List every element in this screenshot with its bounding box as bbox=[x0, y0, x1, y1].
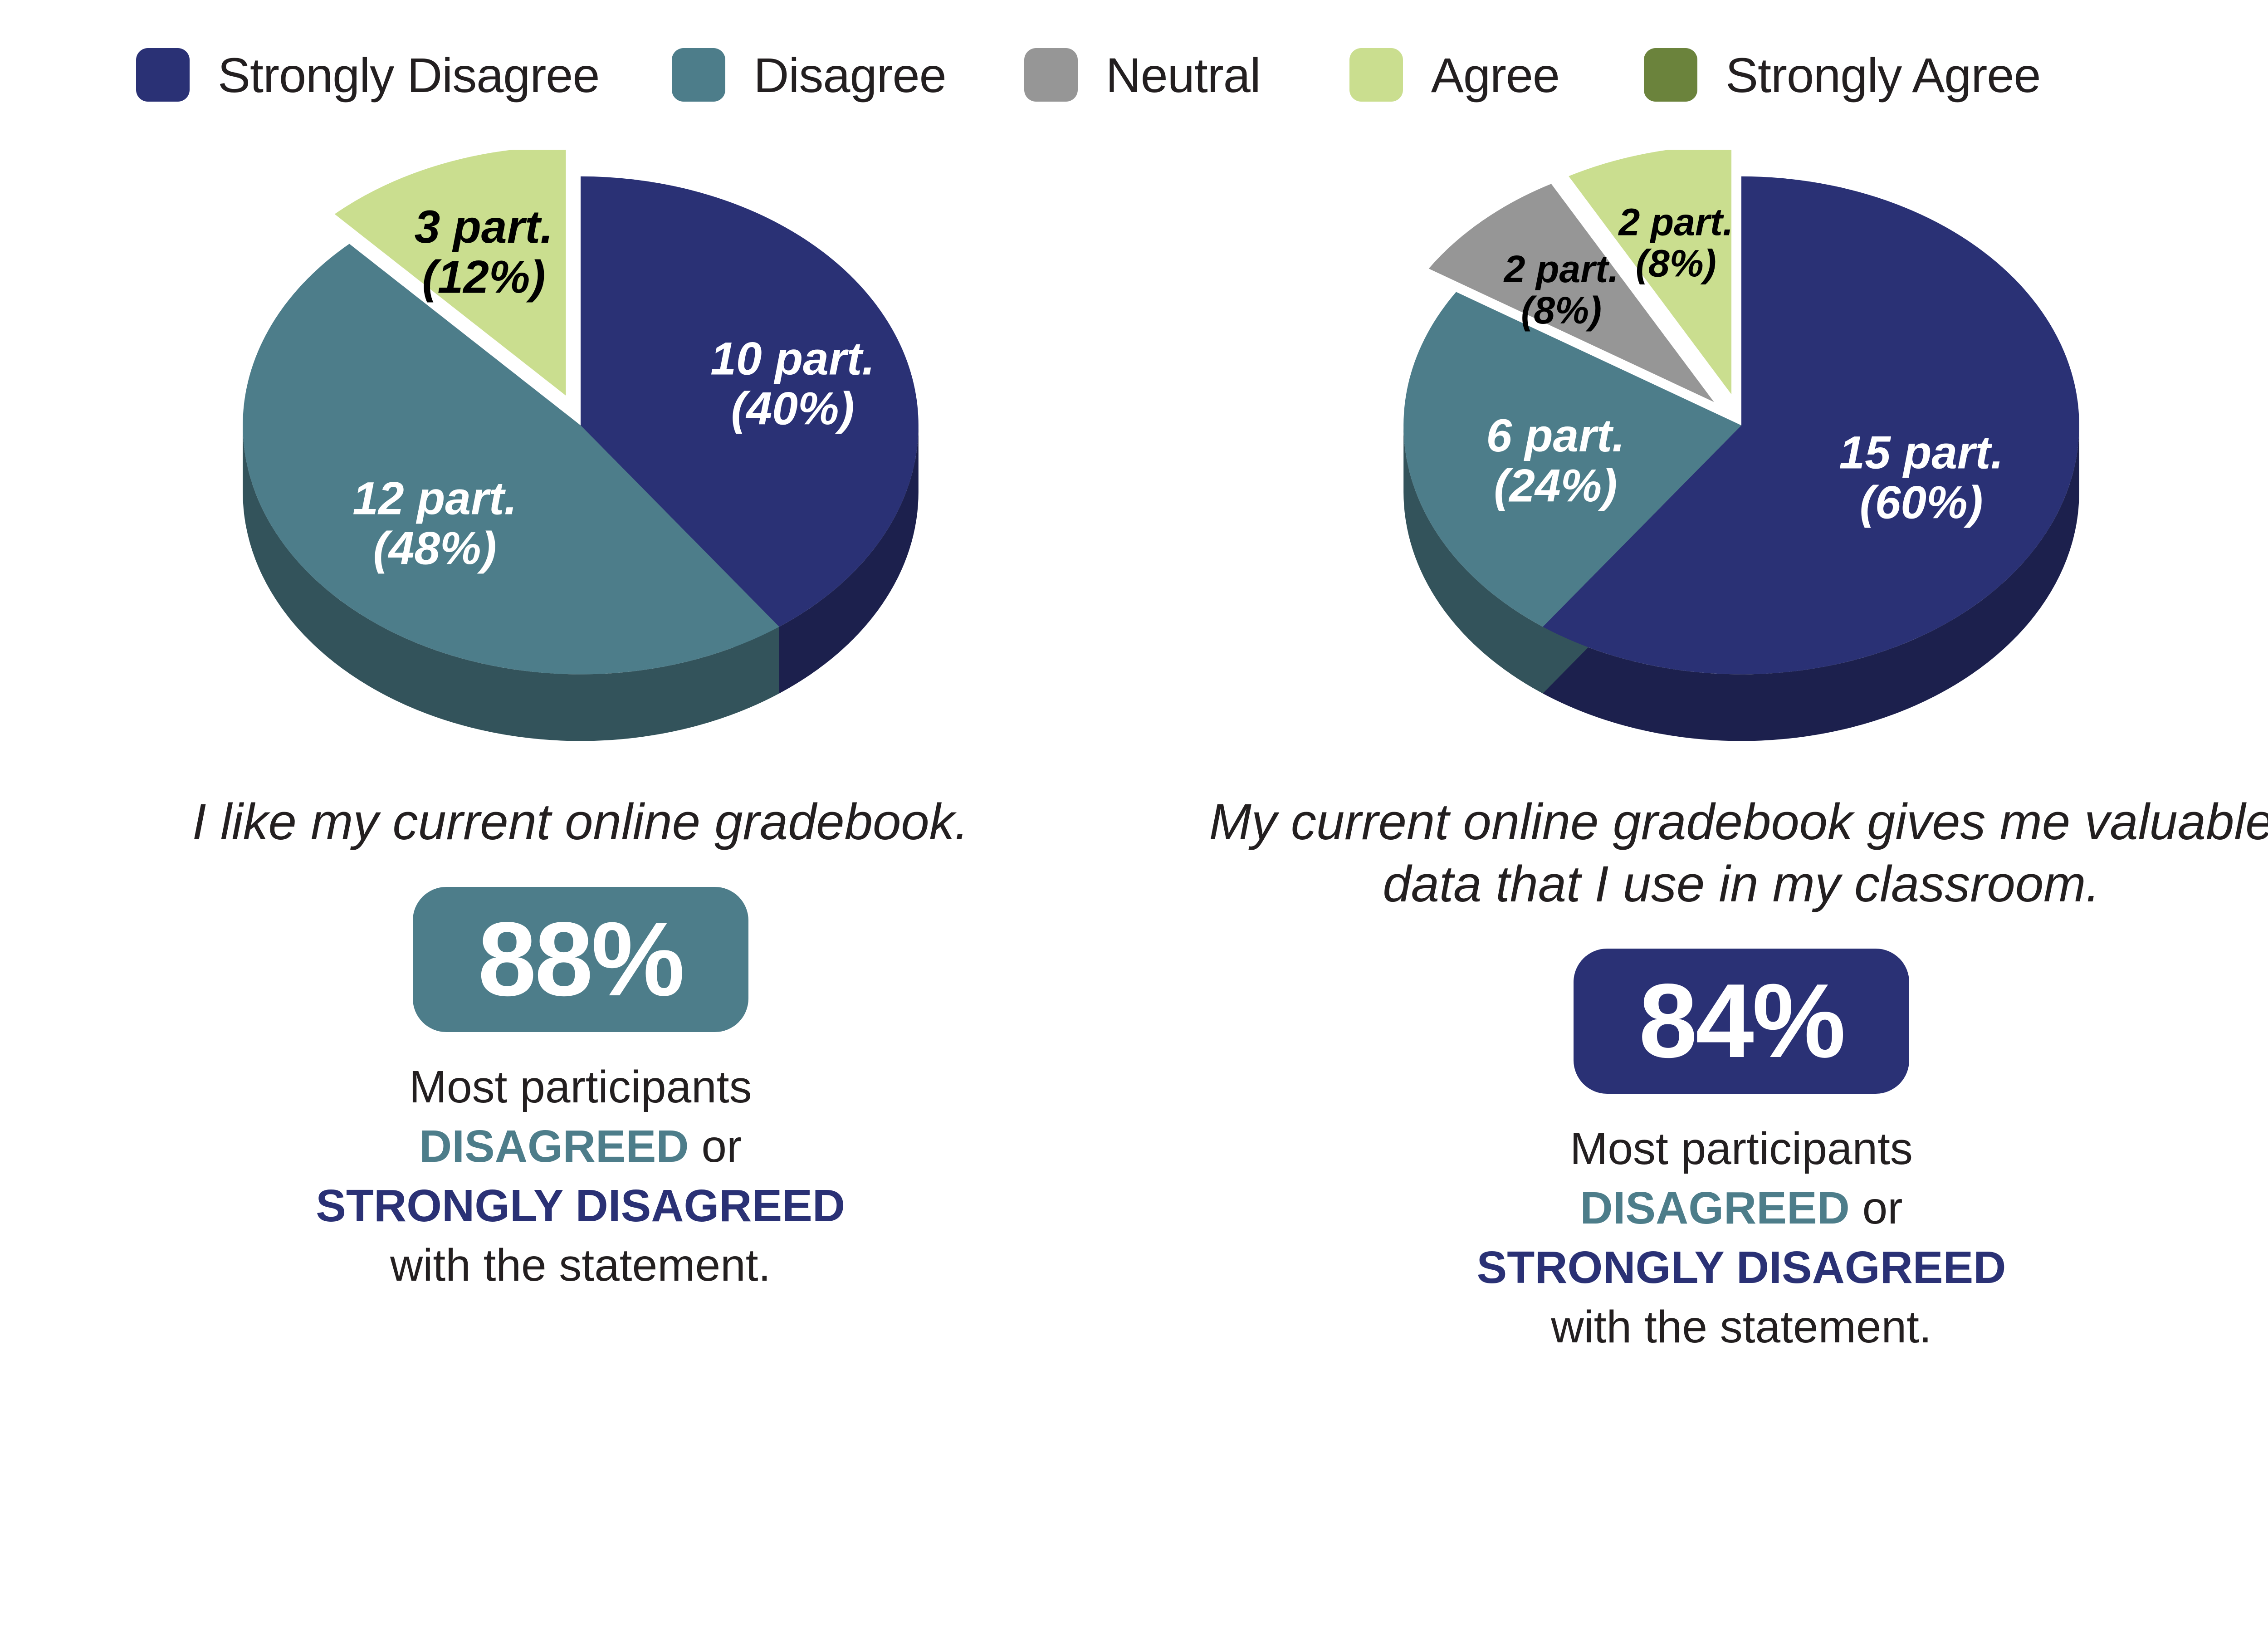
percent-badge-1: 88% bbox=[412, 886, 748, 1032]
legend-label-neutral: Neutral bbox=[1105, 47, 1261, 103]
summary-line-text: Most participants bbox=[409, 1061, 752, 1112]
legend-swatch-icon-strongly-agree bbox=[1644, 48, 1697, 102]
statement-text-2: My current online gradebook gives me val… bbox=[1209, 793, 2268, 912]
pie-slice[interactable] bbox=[1428, 184, 1714, 402]
summary-line: STRONGLY DISAGREED bbox=[316, 1176, 845, 1236]
pie-slice-side bbox=[242, 425, 779, 741]
summary-line-tail: or bbox=[1849, 1183, 1903, 1234]
pie-slice-side bbox=[1403, 425, 1543, 694]
legend-label-strongly-disagree: Strongly Disagree bbox=[218, 47, 600, 103]
summary-line: Most participants bbox=[1477, 1119, 2006, 1179]
summary-line: with the statement. bbox=[1477, 1297, 2006, 1357]
legend: Strongly Disagree Disagree Neutral Agree… bbox=[0, 0, 2268, 150]
percent-badge-value-2: 84% bbox=[1638, 962, 1846, 1080]
chart-column-1: 10 part. (40%) 12 part. (48%) 3 part. (12%) I… bbox=[0, 150, 1161, 1625]
pie-slice[interactable] bbox=[1543, 176, 2079, 675]
pie-slice-label: 2 part. (8%) bbox=[1503, 248, 1619, 332]
pie-chart-svg: 10 part. (40%) 12 part. (48%) 3 part. (12%) bbox=[242, 150, 919, 741]
legend-item-agree: Agree bbox=[1349, 47, 1560, 103]
pie-slice[interactable] bbox=[1569, 150, 1732, 395]
summary-emphasis-disagreed: DISAGREED bbox=[1580, 1183, 1850, 1234]
pie-slice-label: 6 part. (24%) bbox=[1486, 410, 1625, 511]
pie-slice-label: 12 part. (48%) bbox=[352, 472, 517, 574]
pie-chart-svg: 15 part. (60%) 6 part. (24%) 2 part. (8%)2 pa… bbox=[1403, 150, 2079, 741]
legend-label-strongly-agree: Strongly Agree bbox=[1725, 47, 2041, 103]
percent-badge-value-1: 88% bbox=[478, 900, 684, 1018]
pie-chart-1: 10 part. (40%) 12 part. (48%) 3 part. (12%) bbox=[0, 150, 1161, 780]
summary-line-tail: or bbox=[689, 1121, 742, 1172]
summary-line: STRONGLY DISAGREED bbox=[1477, 1238, 2006, 1297]
legend-item-strongly-agree: Strongly Agree bbox=[1644, 47, 2041, 103]
chart-column-2: 15 part. (60%) 6 part. (24%) 2 part. (8%) 2 pa… bbox=[1161, 150, 2268, 1625]
legend-swatch-icon-disagree bbox=[672, 48, 726, 102]
summary-line: with the statement. bbox=[316, 1236, 845, 1295]
pie-chart-2: 15 part. (60%) 6 part. (24%) 2 part. (8%) 2 pa… bbox=[1161, 150, 2268, 780]
pie-slice[interactable] bbox=[334, 150, 566, 396]
statement-text-1: I like my current online gradebook. bbox=[192, 793, 969, 850]
summary-line-text: Most participants bbox=[1570, 1123, 1913, 1175]
legend-item-neutral: Neutral bbox=[1024, 47, 1261, 103]
legend-swatch-icon-agree bbox=[1349, 48, 1403, 102]
pie-slice-side bbox=[1543, 425, 2079, 741]
summary-text-2: Most participants DISAGREED or STRONGLY … bbox=[1477, 1119, 2006, 1357]
pie-slice[interactable] bbox=[1403, 292, 1741, 627]
summary-line: DISAGREED or bbox=[316, 1117, 845, 1176]
pie-slice[interactable] bbox=[242, 244, 779, 675]
summary-line: DISAGREED or bbox=[1477, 1179, 2006, 1238]
summary-line-text: with the statement. bbox=[390, 1239, 771, 1291]
columns-container: 10 part. (40%) 12 part. (48%) 3 part. (12%) I… bbox=[0, 150, 2268, 1625]
legend-item-strongly-disagree: Strongly Disagree bbox=[136, 47, 600, 103]
summary-emphasis-strongly-disagreed: STRONGLY DISAGREED bbox=[316, 1180, 846, 1231]
legend-item-disagree: Disagree bbox=[672, 47, 947, 103]
legend-swatch-icon-strongly-disagree bbox=[136, 48, 190, 102]
pie-slice-label: 10 part. (40%) bbox=[710, 333, 875, 435]
summary-line: Most participants bbox=[316, 1057, 845, 1117]
pie-slice-label: 3 part. (12%) bbox=[414, 201, 553, 303]
pie-slice-label: 15 part. (60%) bbox=[1839, 427, 2004, 529]
pie-slice-label: 2 part. (8%) bbox=[1618, 201, 1733, 284]
pie-slice-side bbox=[779, 425, 919, 694]
legend-label-agree: Agree bbox=[1431, 47, 1560, 103]
percent-badge-2: 84% bbox=[1573, 949, 1909, 1094]
summary-emphasis-disagreed: DISAGREED bbox=[419, 1121, 689, 1172]
summary-text-1: Most participants DISAGREED or STRONGLY … bbox=[316, 1057, 845, 1295]
legend-label-disagree: Disagree bbox=[753, 47, 946, 103]
pie-slice[interactable] bbox=[580, 176, 919, 627]
legend-swatch-icon-neutral bbox=[1024, 48, 1078, 102]
summary-emphasis-strongly-disagreed: STRONGLY DISAGREED bbox=[1476, 1242, 2006, 1293]
summary-line-text: with the statement. bbox=[1551, 1302, 1932, 1353]
